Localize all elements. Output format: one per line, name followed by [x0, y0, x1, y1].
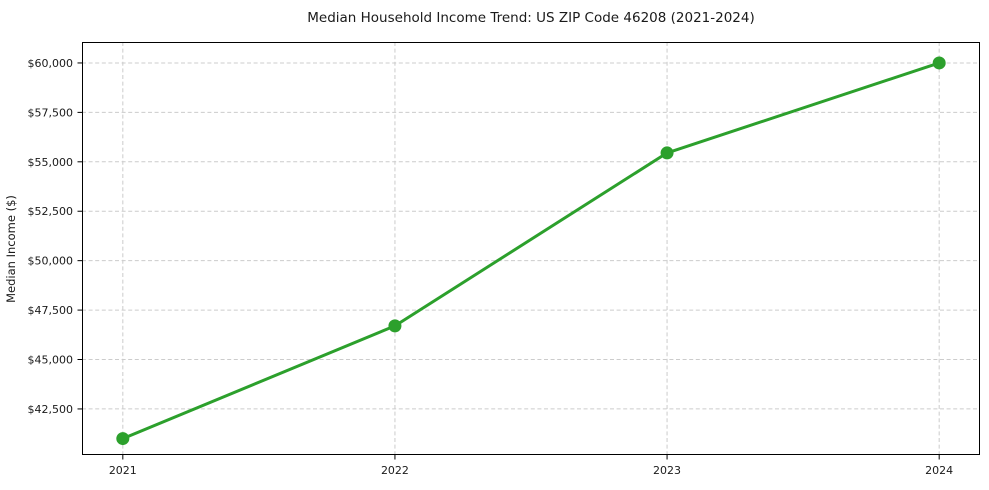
- y-tick-label: $52,500: [28, 205, 74, 218]
- x-tick-label: 2023: [653, 464, 681, 477]
- x-tick-label: 2022: [381, 464, 409, 477]
- data-point-2021: [116, 432, 130, 446]
- y-tick-label: $55,000: [28, 156, 74, 169]
- data-point-2024: [932, 56, 946, 70]
- income-trend-line: [121, 61, 941, 441]
- x-tick-label: 2021: [109, 464, 137, 477]
- chart-title: Median Household Income Trend: US ZIP Co…: [307, 10, 755, 26]
- y-axis-label: Median Income ($): [4, 195, 18, 303]
- plot-area: $42,500 $45,000 $47,500 $50,000 $52,500 $55,0…: [28, 42, 980, 477]
- y-tick-label: $45,000: [28, 354, 74, 367]
- data-point-2022: [388, 319, 402, 333]
- plot-border: [82, 42, 980, 455]
- x-tick-label: 2024: [925, 464, 953, 477]
- y-tick-label: $42,500: [28, 403, 74, 416]
- data-point-2023: [660, 146, 674, 160]
- y-tick-label: $60,000: [28, 57, 74, 70]
- y-tick-label: $57,500: [28, 106, 74, 119]
- y-tick-label: $47,500: [28, 304, 74, 317]
- y-tick-label: $50,000: [28, 255, 74, 268]
